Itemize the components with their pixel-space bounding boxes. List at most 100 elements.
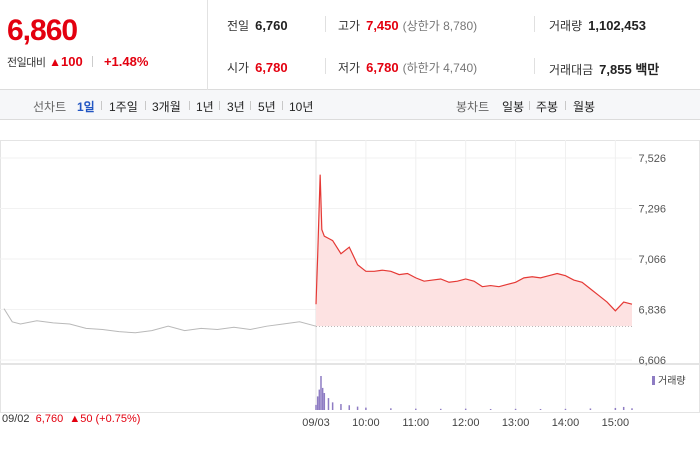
volume-bar	[415, 408, 417, 410]
x-tick-label: 09/03	[302, 417, 330, 429]
divider	[325, 58, 326, 74]
candle-tab-monthly[interactable]: 월봉	[573, 100, 596, 114]
today-series-area	[316, 174, 632, 327]
price-change-row: 전일대비 ▲100 +1.48%	[7, 54, 148, 70]
chart-toolbar: 선차트 1일 1주일 3개월 1년 3년 5년 10년 봉차트 일봉 주봉 월봉	[0, 90, 700, 120]
open-label: 시가	[227, 61, 250, 75]
x-tick-label: 10:00	[352, 417, 380, 429]
volume-label: 거래량	[549, 19, 583, 33]
volume-bar	[340, 404, 342, 410]
volume-swatch-icon	[652, 376, 655, 385]
x-tick-label: 11:00	[402, 417, 429, 429]
volume-bar	[589, 408, 592, 410]
volume-bar	[331, 402, 334, 410]
y-tick-label: 7,526	[638, 153, 666, 165]
divider	[534, 58, 535, 74]
prev-close-value: 6,760	[255, 18, 288, 33]
up-arrow-icon: ▲	[69, 413, 81, 425]
y-tick-label: 6,606	[638, 355, 666, 367]
x-tick-label: 12:00	[452, 417, 480, 429]
period-tab-3m[interactable]: 3개월	[152, 100, 181, 114]
volume-bar	[564, 408, 567, 410]
candle-chart-label: 봉차트	[456, 100, 490, 114]
price-box: 6,860 전일대비 ▲100 +1.48%	[0, 0, 208, 90]
price-chart[interactable]: 7,526 7,296 7,066 6,836 6,606 09/02 09/03 10:00…	[0, 120, 700, 450]
period-tab-5y[interactable]: 5년	[258, 100, 276, 114]
prev-close-cell: 전일 6,760	[227, 17, 288, 34]
volume-bar	[439, 408, 442, 410]
divider	[529, 101, 530, 110]
prev-day-series-line	[3, 308, 317, 334]
high-value: 7,450	[366, 18, 399, 33]
divider	[565, 101, 566, 110]
lower-limit: (하한가 4,740)	[402, 61, 478, 75]
open-value: 6,780	[255, 60, 288, 75]
divider	[534, 16, 535, 32]
divider	[101, 101, 102, 110]
prev-day-change: 50	[80, 413, 93, 425]
volume-bar	[318, 389, 321, 410]
x-tick-label: 14:00	[552, 417, 580, 429]
volume-bar	[489, 408, 492, 410]
upper-limit: (상한가 8,780)	[402, 19, 478, 33]
low-label: 저가	[338, 61, 361, 75]
prev-day-close: 6,760	[35, 413, 64, 425]
period-tab-3y[interactable]: 3년	[227, 100, 245, 114]
candle-tab-daily[interactable]: 일봉	[502, 100, 525, 114]
volume-bar	[327, 398, 330, 410]
volume-legend-label: 거래량	[658, 376, 686, 387]
volume-bar	[323, 393, 326, 410]
divider	[189, 101, 190, 110]
divider	[219, 101, 220, 110]
volume-bar	[614, 407, 617, 410]
line-chart-label: 선차트	[33, 100, 67, 114]
price-chart-area: 7,526 7,296 7,066 6,836 6,606 09/02 09/03 10:00…	[0, 120, 700, 450]
divider	[250, 101, 251, 110]
high-cell: 고가 7,450 (상한가 8,780)	[338, 17, 477, 34]
period-tab-1d[interactable]: 1일	[77, 100, 95, 114]
low-cell: 저가 6,780 (하한가 4,740)	[338, 59, 477, 76]
volume-bar	[321, 387, 324, 410]
volume-value: 1,102,453	[588, 18, 646, 33]
volume-cell: 거래량 1,102,453	[549, 17, 646, 34]
volume-bar	[631, 408, 633, 410]
volume-bar	[464, 408, 467, 410]
prev-day-date: 09/02	[2, 413, 30, 425]
volume-legend: 거래량	[652, 372, 686, 387]
candle-tab-weekly[interactable]: 주봉	[536, 100, 559, 114]
x-tick-label: 13:00	[502, 417, 530, 429]
y-tick-label: 6,836	[638, 305, 666, 317]
divider	[325, 16, 326, 32]
volume-bar	[348, 405, 351, 410]
change-label: 전일대비	[7, 57, 46, 69]
period-tab-10y[interactable]: 10년	[289, 100, 314, 114]
volume-bar	[356, 406, 359, 410]
volume-bar	[316, 396, 319, 410]
amount-cell: 거래대금 7,855 백만	[549, 59, 659, 78]
volume-bar	[539, 408, 542, 410]
volume-bar	[390, 408, 392, 410]
divider	[92, 56, 94, 67]
divider	[282, 101, 283, 110]
high-label: 고가	[338, 19, 361, 33]
period-tab-1w[interactable]: 1주일	[109, 100, 138, 114]
prev-day-info: 09/02 6,760 ▲50 (+0.75%)	[2, 413, 140, 425]
today-series-line	[315, 174, 633, 312]
prev-close-label: 전일	[227, 19, 250, 33]
amount-label: 거래대금	[549, 63, 594, 77]
quote-summary: 6,860 전일대비 ▲100 +1.48% 전일 6,760 고가 7,450 (상…	[0, 0, 700, 90]
period-tab-1y[interactable]: 1년	[196, 100, 214, 114]
volume-bar	[315, 404, 317, 410]
y-tick-label: 7,296	[638, 204, 666, 216]
low-value: 6,780	[366, 60, 399, 75]
prev-day-rate: (+0.75%)	[95, 413, 141, 425]
current-price: 6,860	[7, 14, 78, 47]
y-tick-label: 7,066	[638, 254, 666, 266]
open-cell: 시가 6,780	[227, 59, 288, 76]
change-rate: +1.48%	[103, 54, 149, 69]
change-value: 100	[61, 54, 83, 69]
volume-bar	[622, 406, 625, 410]
volume-bar	[320, 376, 322, 410]
amount-value: 7,855 백만	[599, 62, 660, 77]
volume-bar	[365, 407, 367, 410]
